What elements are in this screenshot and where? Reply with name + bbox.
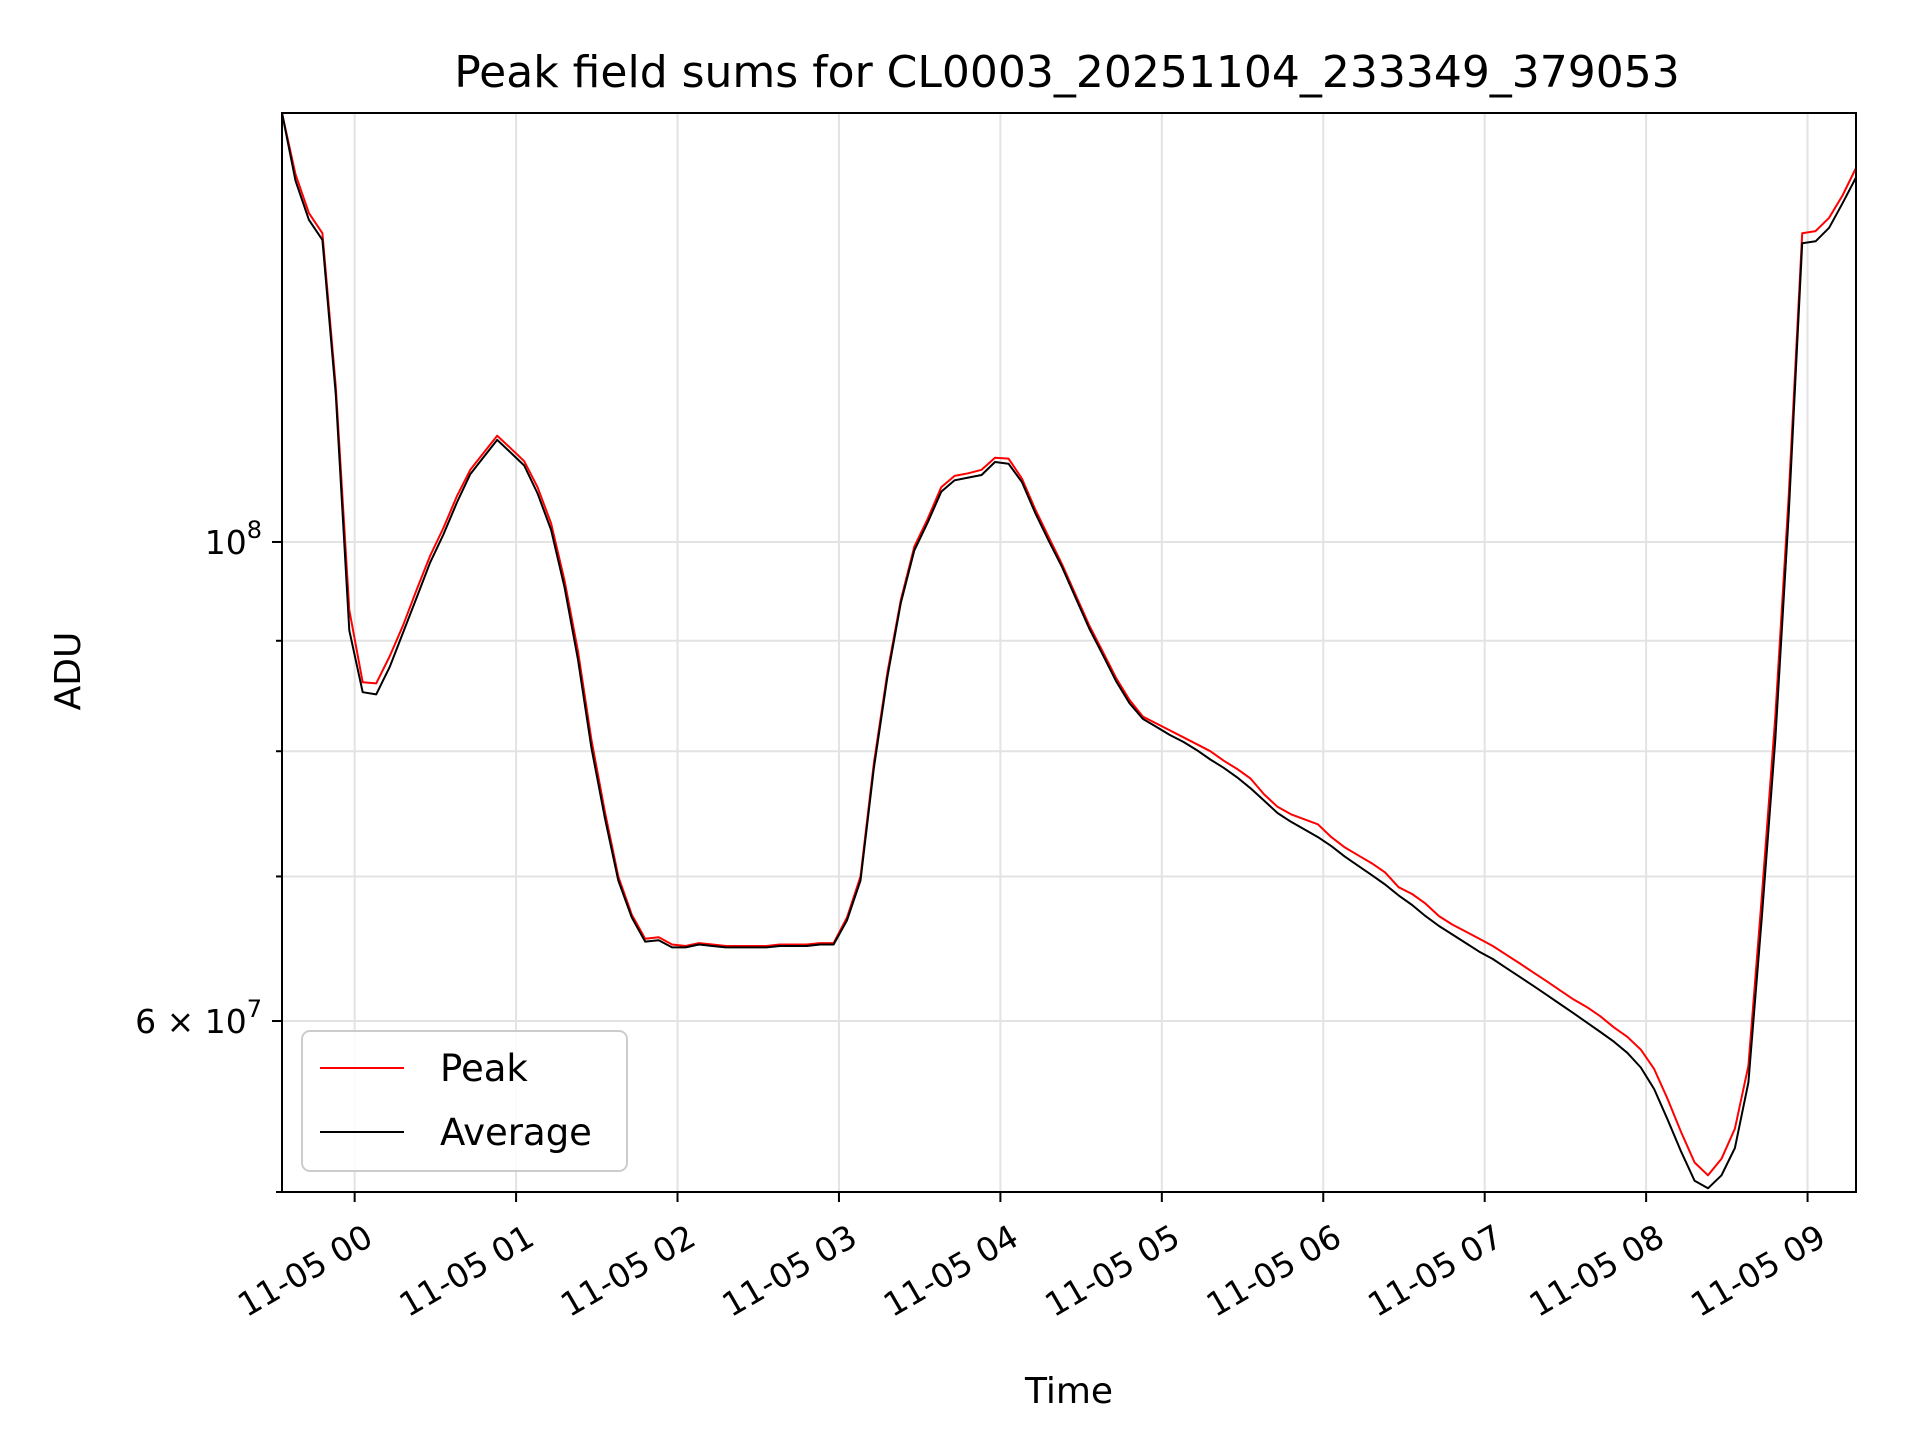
- chart-title: Peak field sums for CL0003_20251104_2333…: [454, 47, 1680, 98]
- x-tick-label: 11-05 01: [392, 1217, 540, 1325]
- x-axis: 11-05 00 11-05 01 11-05 02 11-05 03 11-05 04…: [231, 1192, 1832, 1325]
- series-line-average: [281, 112, 1857, 1190]
- x-tick-label: 11-05 04: [877, 1217, 1025, 1325]
- y-tick-label: 108: [205, 516, 262, 562]
- legend-box: [301, 1030, 628, 1172]
- plot-frame: [281, 112, 1857, 1193]
- x-tick-label: 11-05 03: [715, 1217, 863, 1325]
- y-axis: 6 × 107 108: [135, 516, 282, 1193]
- legend-label-peak: Peak: [440, 1047, 528, 1090]
- series-group: [281, 112, 1857, 1190]
- x-tick-label: 11-05 07: [1361, 1217, 1509, 1325]
- y-axis-label: ADU: [48, 632, 89, 711]
- legend-label-average: Average: [440, 1111, 592, 1154]
- y-tick-label-exponent: 7: [247, 995, 262, 1023]
- x-tick-label: 11-05 02: [554, 1217, 702, 1325]
- series-line-peak: [281, 112, 1857, 1177]
- legend: Peak Average: [301, 1030, 628, 1172]
- x-axis-label: Time: [1024, 1371, 1113, 1412]
- x-tick-label: 11-05 09: [1684, 1217, 1832, 1325]
- x-tick-label: 11-05 06: [1200, 1217, 1348, 1325]
- y-tick-label-base: 6 × 10: [135, 1002, 247, 1041]
- y-tick-label: 6 × 107: [135, 995, 262, 1041]
- x-tick-label: 11-05 00: [231, 1217, 379, 1325]
- y-tick-label-exponent: 8: [247, 516, 262, 544]
- x-tick-label: 11-05 08: [1523, 1217, 1671, 1325]
- x-tick-label: 11-05 05: [1038, 1217, 1186, 1325]
- y-tick-label-base: 10: [205, 523, 247, 562]
